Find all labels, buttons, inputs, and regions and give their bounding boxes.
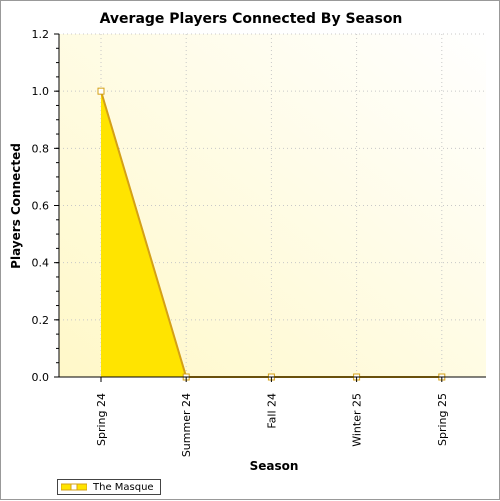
series-area-fill [101,91,442,378]
x-tick-label: Spring 25 [436,393,449,446]
x-tick-label: Spring 24 [95,393,108,446]
x-tick-label: Fall 24 [265,393,278,429]
y-tick-label: 0.8 [32,142,50,155]
y-tick-label: 0.6 [32,200,50,213]
y-axis-ticks: 0.0 0.2 0.4 0.6 0.8 1.0 1.2 [32,28,59,384]
y-tick-label: 0.0 [32,371,50,384]
data-point-marker [97,87,105,95]
x-axis-label: Season [250,459,299,473]
legend-label: The Masque [93,481,154,493]
x-axis-ticks: Spring 24 Summer 24 Fall 24 Winter 25 Spring… [95,377,449,457]
chart-title: Average Players Connected By Season [100,11,403,27]
y-tick-label: 0.4 [32,257,50,270]
y-tick-label: 0.2 [32,314,50,327]
y-axis-label: Players Connected [9,143,23,269]
x-tick-label: Winter 25 [351,393,364,447]
y-tick-label: 1.0 [32,85,50,98]
legend: The Masque [57,479,161,495]
x-tick-label: Summer 24 [180,393,193,457]
legend-swatch-icon [61,483,87,491]
y-tick-label: 1.2 [32,28,50,41]
